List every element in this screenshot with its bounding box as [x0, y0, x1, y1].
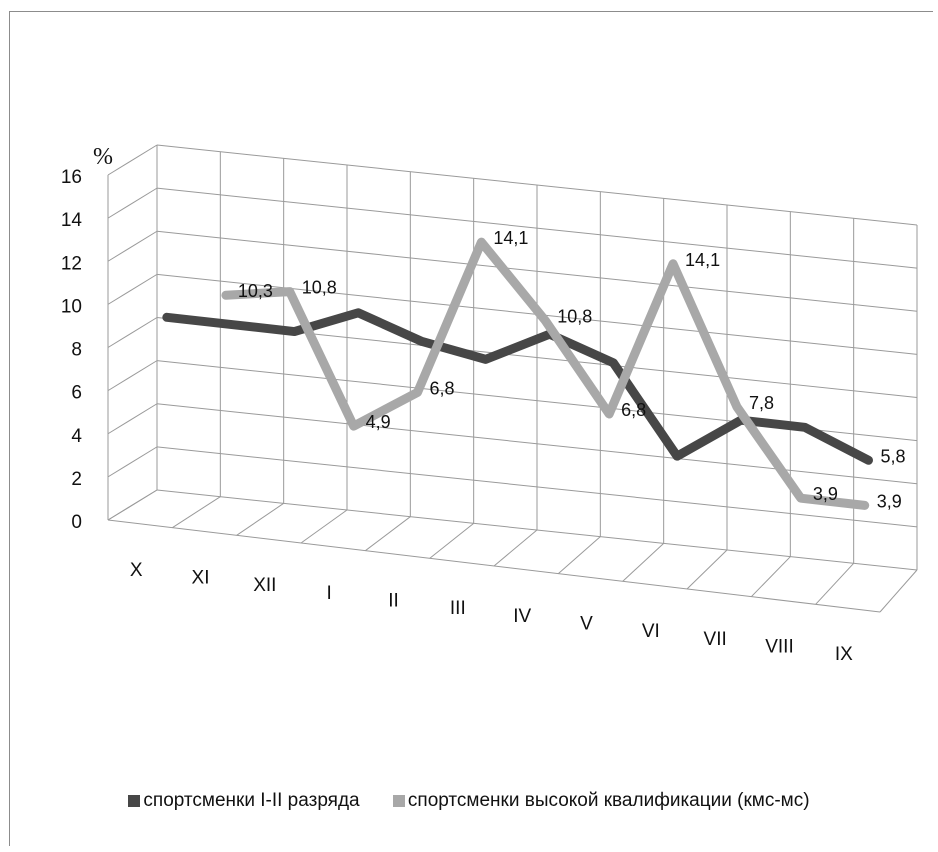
gridline-side-3	[107, 360, 158, 392]
floor-divider	[300, 509, 348, 544]
x-tick-label: I	[327, 583, 332, 604]
data-point-series-2	[799, 496, 803, 500]
x-tick-label: II	[388, 591, 399, 612]
floor-divider	[107, 489, 158, 521]
floor-divider	[686, 549, 728, 590]
gridline-side-6	[107, 230, 158, 262]
x-tick-label: VIII	[765, 637, 794, 658]
gridline-side-7	[107, 187, 158, 219]
data-label-series-2: 10,3	[238, 281, 273, 301]
data-point-series-2	[863, 503, 867, 507]
data-label-series-2: 3,9	[813, 484, 838, 504]
legend-swatch-series-2	[392, 795, 405, 807]
data-label-series-2: 4,9	[366, 412, 391, 432]
floor-divider	[429, 522, 474, 559]
data-label-series-1: 5,8	[880, 446, 905, 466]
x-tick-label: IX	[835, 644, 853, 665]
y-tick-label: 6	[71, 383, 82, 404]
legend-item-series-1: спортсменки I-II разряда	[128, 790, 360, 812]
x-tick-label: XII	[253, 575, 276, 596]
y-tick-label: 2	[71, 469, 82, 490]
gridline-side-2	[107, 403, 158, 435]
data-point-series-1	[803, 425, 807, 429]
data-point-series-2	[479, 240, 483, 244]
data-point-series-2	[416, 390, 420, 394]
y-tick-label: 14	[61, 210, 83, 231]
floor-divider	[879, 569, 918, 613]
floor-divider	[815, 562, 855, 605]
floor-divider	[236, 502, 284, 536]
x-tick-label: XI	[192, 568, 210, 589]
y-tick-label: 12	[61, 253, 82, 274]
x-tick-label: X	[130, 560, 143, 581]
data-point-series-2	[352, 424, 356, 428]
data-point-series-2	[288, 290, 292, 294]
chart-legend: спортсменки I-II разряда спортсменки выс…	[0, 790, 938, 812]
data-label-series-2: 14,1	[493, 228, 528, 248]
y-unit-label: %	[93, 144, 113, 170]
y-tick-label: 16	[61, 167, 82, 188]
x-tick-label: IV	[513, 606, 531, 627]
data-point-series-1	[420, 339, 424, 343]
data-point-series-1	[356, 311, 360, 315]
floor-divider	[622, 542, 665, 582]
data-point-series-1	[165, 315, 169, 319]
legend-swatch-series-1	[128, 795, 141, 807]
data-point-series-2	[224, 293, 228, 297]
data-label-series-2: 6,8	[621, 400, 646, 420]
gridline-side-1	[107, 446, 158, 478]
x-tick-label: VII	[704, 629, 727, 650]
legend-item-series-2: спортсменки высокой квалификации (кмс-мс…	[392, 790, 810, 812]
floor-divider	[172, 496, 221, 529]
data-point-series-1	[292, 330, 296, 334]
floor-divider	[558, 536, 601, 575]
legend-label-series-1: спортсменки I-II разряда	[143, 790, 360, 811]
data-label-series-2: 14,1	[685, 250, 720, 270]
data-point-series-2	[607, 412, 611, 416]
data-point-series-2	[735, 405, 739, 409]
chart-frame	[9, 11, 933, 846]
data-label-series-2: 10,8	[302, 278, 337, 298]
data-label-series-2: 3,9	[877, 491, 902, 511]
y-tick-label: 0	[71, 512, 82, 533]
data-point-series-1	[675, 454, 679, 458]
x-tick-label: V	[580, 614, 593, 635]
data-label-series-2: 10,8	[557, 307, 592, 327]
y-tick-label: 4	[71, 426, 82, 447]
data-point-series-2	[671, 262, 675, 266]
x-tick-label: VI	[642, 621, 660, 642]
legend-label-series-2: спортсменки высокой квалификации (кмс-мс…	[407, 790, 810, 811]
data-point-series-1	[611, 361, 615, 365]
floor-divider	[493, 529, 538, 567]
x-tick-label: III	[450, 598, 466, 619]
data-point-series-1	[484, 357, 488, 361]
y-tick-label: 10	[61, 296, 82, 317]
gridline-side-4	[107, 317, 158, 348]
y-tick-label: 8	[71, 340, 82, 361]
data-point-series-1	[866, 458, 870, 462]
data-point-series-2	[543, 319, 547, 323]
data-point-series-1	[229, 322, 233, 326]
gridline-side-5	[107, 273, 158, 305]
floor-divider	[750, 556, 791, 598]
floor-divider	[365, 516, 411, 552]
data-label-series-2: 7,8	[749, 393, 774, 413]
data-label-series-2: 6,8	[430, 378, 455, 398]
gridline-side-8	[107, 144, 158, 176]
